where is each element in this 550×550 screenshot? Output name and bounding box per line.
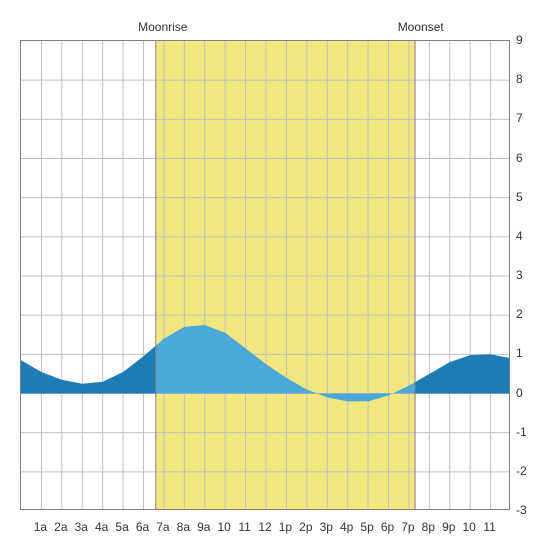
x-tick-label: 11: [238, 520, 250, 534]
x-tick-label: 7p: [401, 520, 414, 534]
x-tick-label: 9a: [197, 520, 210, 534]
y-tick-label: 0: [516, 386, 523, 400]
chart-svg: [21, 41, 510, 510]
y-tick-label: 8: [516, 72, 523, 86]
x-tick-label: 6p: [381, 520, 394, 534]
x-tick-label: 8p: [422, 520, 435, 534]
y-tick-label: 1: [516, 346, 523, 360]
y-tick-label: -2: [516, 464, 527, 478]
x-tick-label: 1a: [34, 520, 47, 534]
chart-plot-area: [20, 40, 510, 510]
moonset-title: Moonset: [398, 20, 444, 34]
y-tick-label: 7: [516, 111, 523, 125]
x-tick-label: 9p: [442, 520, 455, 534]
x-tick-label: 5a: [115, 520, 128, 534]
x-tick-label: 5p: [360, 520, 373, 534]
y-tick-label: 3: [516, 268, 523, 282]
x-tick-label: 12: [258, 520, 271, 534]
y-tick-label: 9: [516, 33, 523, 47]
x-tick-label: 1p: [279, 520, 292, 534]
x-tick-label: 7a: [156, 520, 169, 534]
y-tick-label: 5: [516, 190, 523, 204]
x-tick-label: 2p: [299, 520, 312, 534]
tide-chart-container: Moonrise 05:49A Moonset 07:21P -3-2-1012…: [0, 0, 550, 550]
x-tick-label: 8a: [177, 520, 190, 534]
x-tick-label: 10: [217, 520, 230, 534]
x-tick-label: 11: [483, 520, 495, 534]
x-tick-label: 4p: [340, 520, 353, 534]
x-tick-label: 4a: [95, 520, 108, 534]
grid: [21, 41, 510, 510]
x-tick-label: 3p: [320, 520, 333, 534]
x-tick-label: 3a: [75, 520, 88, 534]
y-tick-label: 2: [516, 307, 523, 321]
y-tick-label: 6: [516, 151, 523, 165]
x-tick-label: 2a: [54, 520, 67, 534]
y-tick-label: 4: [516, 229, 523, 243]
y-tick-label: -1: [516, 425, 527, 439]
x-tick-label: 6a: [136, 520, 149, 534]
x-tick-label: 10: [462, 520, 475, 534]
moonrise-title: Moonrise: [138, 20, 187, 34]
y-tick-label: -3: [516, 503, 527, 517]
